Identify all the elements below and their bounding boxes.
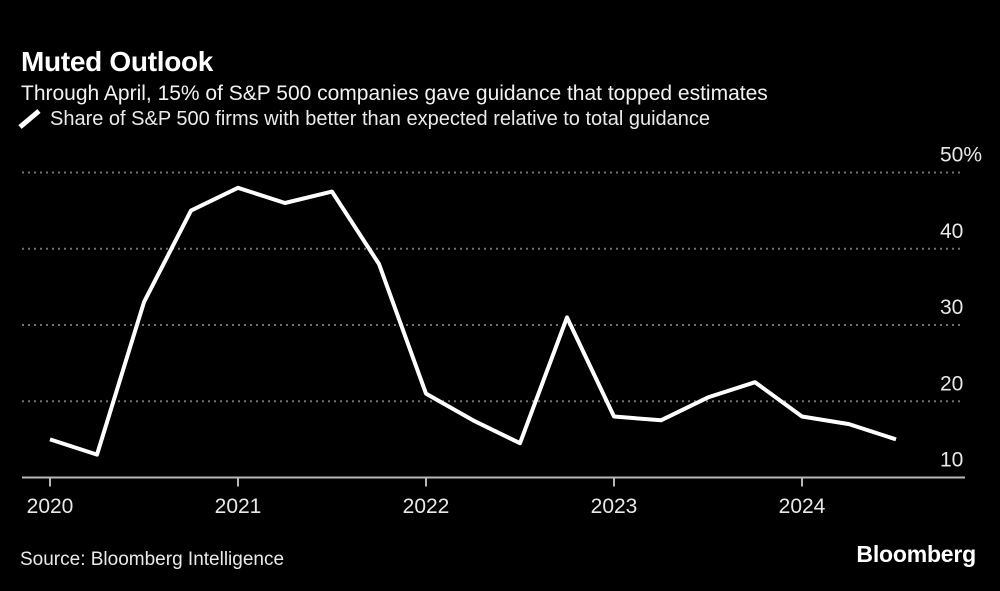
y-axis-label-40: 40 bbox=[940, 220, 963, 243]
bloomberg-logo: Bloomberg bbox=[856, 541, 976, 567]
x-axis-label-2020: 2020 bbox=[27, 495, 74, 518]
legend: Share of S&P 500 firms with better than … bbox=[17, 108, 710, 131]
y-axis-label-20: 20 bbox=[940, 372, 963, 395]
chart-subtitle: Through April, 15% of S&P 500 companies … bbox=[21, 82, 768, 105]
series-line-0 bbox=[49, 185, 897, 457]
legend-label: Share of S&P 500 firms with better than … bbox=[50, 108, 711, 130]
y-axis-label-30: 30 bbox=[940, 296, 963, 319]
x-axis-label-2024: 2024 bbox=[779, 495, 826, 518]
y-axis-label-10: 10 bbox=[940, 449, 963, 472]
chart-title: Muted Outlook bbox=[21, 45, 214, 77]
line-series-marker-icon bbox=[18, 109, 41, 129]
x-axis-label-2021: 2021 bbox=[215, 495, 262, 518]
source-note: Source: Bloomberg Intelligence bbox=[20, 549, 285, 570]
y-axis-label-50: 50% bbox=[940, 144, 982, 167]
x-axis-label-2023: 2023 bbox=[591, 495, 638, 518]
x-axis-label-2022: 2022 bbox=[403, 495, 450, 518]
